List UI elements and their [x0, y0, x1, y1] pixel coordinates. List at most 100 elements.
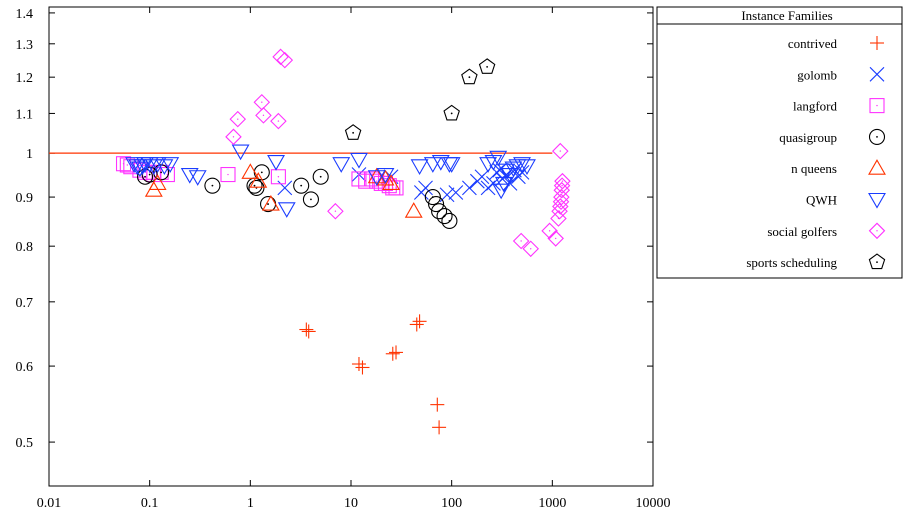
- point-QWH: [180, 167, 199, 184]
- point-n-queens: [382, 174, 401, 190]
- point-QWH: [513, 157, 531, 173]
- x-tick-label: 100: [441, 496, 462, 511]
- point-contrived: [412, 314, 427, 329]
- data-points: [115, 48, 571, 435]
- point-QWH: [332, 157, 351, 173]
- y-tick-label: 1.4: [16, 7, 34, 22]
- point-langford: [358, 173, 374, 189]
- y-tick-label: 0.6: [16, 360, 34, 375]
- point-golomb: [486, 176, 501, 191]
- x-tick-label: 10: [344, 496, 358, 511]
- point-QWH: [161, 157, 180, 173]
- legend-box: [656, 6, 903, 279]
- y-tick-label: 1.1: [16, 107, 34, 122]
- point-contrived: [430, 397, 445, 412]
- point-sports-scheduling: [344, 124, 362, 140]
- point-QWH: [144, 159, 163, 175]
- point-social-golfers: [547, 230, 564, 247]
- legend-marker-contrived: [870, 36, 884, 50]
- point-quasigroup: [204, 177, 221, 194]
- point-contrived: [385, 346, 400, 361]
- legend-marker-langford: [869, 98, 885, 114]
- point-QWH: [518, 159, 536, 175]
- legend: Instance Families contrived golomb langfor…: [656, 6, 903, 279]
- axes: 0.01 0.1 1 10 100 1000 10000 0.5 0.6 0.7 0.8 0.9 1 1.…: [16, 7, 671, 511]
- point-social-golfers: [276, 51, 294, 69]
- point-social-golfers: [225, 128, 242, 146]
- point-sports-scheduling: [443, 104, 460, 121]
- legend-label: QWH: [806, 193, 837, 208]
- point-langford: [388, 180, 404, 196]
- point-social-golfers: [554, 172, 571, 190]
- point-social-golfers: [327, 202, 344, 220]
- legend-title: Instance Families: [741, 8, 832, 23]
- legend-marker-QWH: [868, 192, 886, 209]
- point-quasigroup: [302, 191, 319, 208]
- point-golomb: [462, 180, 477, 196]
- point-contrived: [355, 360, 370, 375]
- point-QWH: [489, 150, 508, 167]
- point-social-golfers: [270, 112, 287, 130]
- y-tick-label: 1.3: [16, 38, 34, 53]
- point-QWH: [484, 155, 503, 171]
- point-sports-scheduling: [461, 68, 478, 85]
- y-tick-label: 1.2: [16, 71, 34, 86]
- point-quasigroup: [441, 212, 458, 229]
- legend-label: n queens: [791, 161, 837, 176]
- point-QWH: [155, 159, 174, 175]
- point-langford: [220, 166, 236, 183]
- point-QWH: [125, 157, 144, 173]
- point-QWH: [508, 159, 527, 175]
- point-n-queens: [404, 202, 423, 218]
- point-contrived: [389, 345, 404, 360]
- point-QWH: [504, 161, 523, 178]
- point-QWH: [479, 157, 498, 173]
- point-n-queens: [148, 174, 167, 190]
- legend-marker-quasigroup: [868, 128, 886, 145]
- x-tick-label: 10000: [636, 496, 671, 511]
- x-tick-label: 0.01: [37, 496, 62, 511]
- legend-label: contrived: [788, 36, 838, 51]
- point-quasigroup: [293, 177, 310, 194]
- point-QWH: [350, 152, 368, 169]
- point-n-queens: [249, 172, 268, 188]
- point-golomb: [448, 185, 464, 200]
- x-tick-label: 1: [247, 496, 254, 511]
- legend-label: golomb: [797, 67, 837, 82]
- y-tick-label: 0.8: [16, 240, 34, 255]
- point-QWH: [277, 202, 296, 218]
- point-QWH: [231, 144, 250, 161]
- point-QWH: [376, 167, 395, 184]
- point-QWH: [492, 183, 511, 200]
- x-tick-label: 1000: [538, 496, 566, 511]
- point-langford: [270, 169, 286, 185]
- point-contrived: [299, 322, 314, 337]
- point-quasigroup: [312, 168, 329, 185]
- point-QWH: [442, 157, 461, 173]
- legend-label: social golfers: [767, 224, 837, 239]
- point-golomb: [474, 169, 490, 185]
- point-QWH: [423, 157, 442, 173]
- point-social-golfers: [229, 110, 247, 128]
- point-contrived: [409, 317, 424, 332]
- point-contrived: [301, 324, 316, 339]
- point-n-queens: [367, 167, 386, 184]
- legend-marker-n-queens: [868, 159, 886, 175]
- legend-marker-social-golfers: [868, 222, 886, 240]
- point-n-queens: [241, 163, 260, 179]
- point-social-golfers: [541, 222, 558, 240]
- point-contrived: [432, 420, 447, 435]
- x-tick-label: 0.1: [141, 496, 159, 511]
- point-QWH: [494, 176, 513, 193]
- point-contrived: [351, 357, 366, 372]
- legend-marker-sports-scheduling: [868, 253, 886, 270]
- legend-label: langford: [793, 99, 838, 114]
- y-tick-label: 0.9: [16, 191, 34, 206]
- point-QWH: [367, 170, 386, 186]
- point-QWH: [410, 159, 429, 175]
- y-tick-label: 0.5: [16, 436, 34, 451]
- point-QWH: [148, 157, 167, 173]
- point-social-golfers: [512, 232, 530, 250]
- point-QWH: [188, 170, 207, 186]
